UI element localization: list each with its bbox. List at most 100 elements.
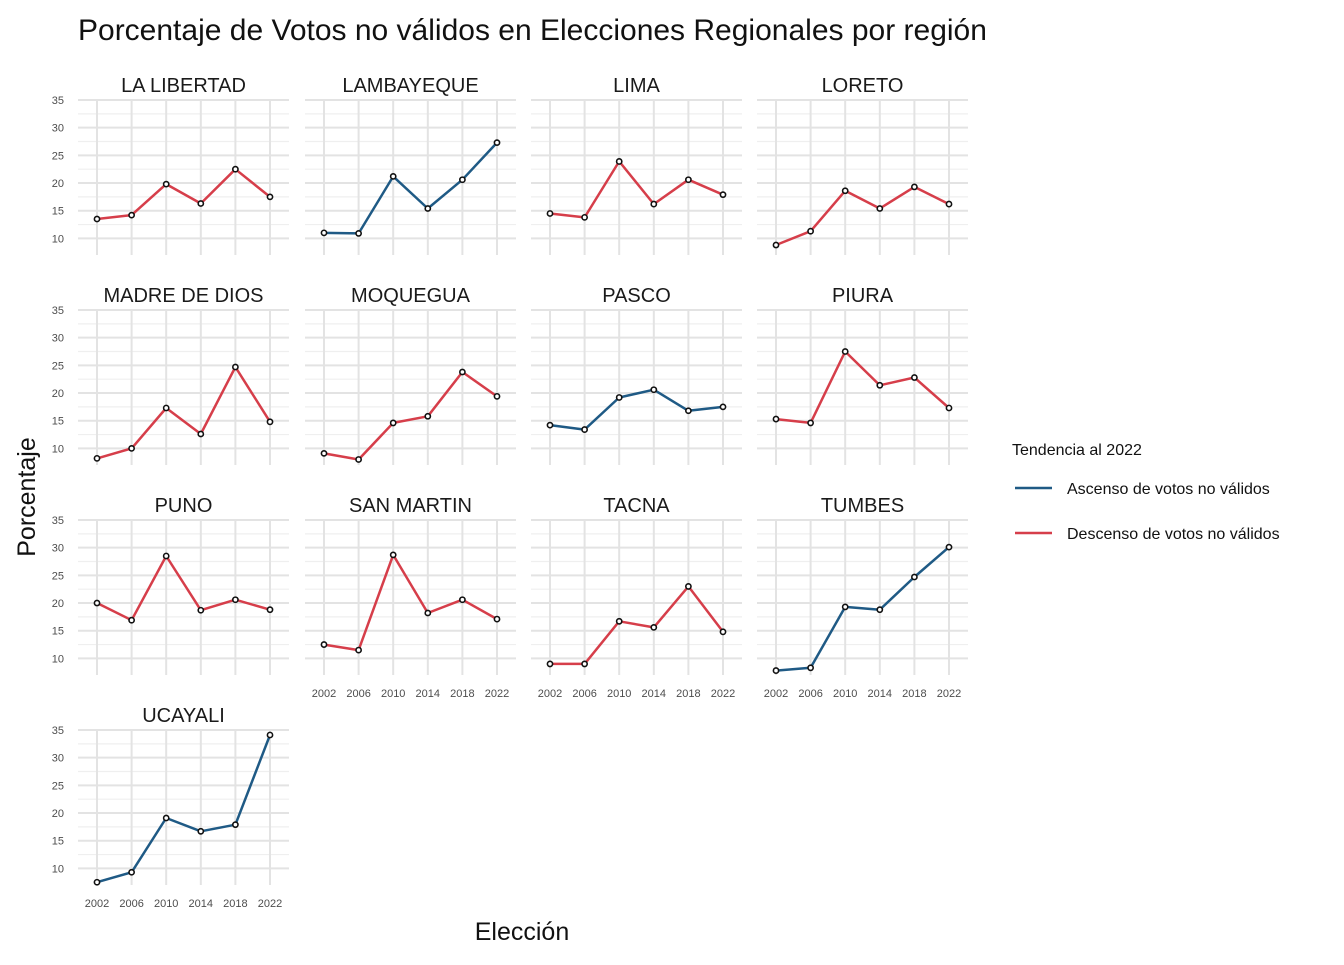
y-tick-label: 15 <box>52 206 64 218</box>
panel-san-martin: SAN MARTIN 2002 2006 2010 2014 2018 2022 <box>305 495 516 700</box>
panel-puno: PUNO 10 15 20 25 30 35 <box>52 495 289 675</box>
x-tick-label: 2006 <box>346 688 370 700</box>
data-point <box>807 419 814 427</box>
data-point <box>876 381 884 389</box>
x-tick-label: 2018 <box>902 688 926 700</box>
series-line-la-libertad <box>96 167 271 221</box>
series-line-moquegua <box>323 370 498 461</box>
x-tick-label: 2022 <box>711 688 735 700</box>
data-point <box>493 615 501 623</box>
data-point <box>841 603 849 611</box>
y-tick-label: 10 <box>52 653 64 665</box>
x-tick-label: 2002 <box>312 688 336 700</box>
y-tick-label: 35 <box>52 305 64 317</box>
y-tick-label: 35 <box>52 515 64 527</box>
data-point <box>128 868 135 876</box>
x-tick-label: 2010 <box>381 688 405 700</box>
panel-title: LORETO <box>822 75 904 97</box>
data-point <box>355 230 362 237</box>
legend-label-descenso: Descenso de votos no válidos <box>1067 526 1280 543</box>
y-tick-label: 30 <box>52 753 64 765</box>
data-point <box>389 551 397 559</box>
y-tick-label: 35 <box>52 725 64 737</box>
x-tick-label: 2014 <box>189 898 213 910</box>
data-point <box>772 241 780 249</box>
legend: Tendencia al 2022 Ascenso de votos no vá… <box>1012 442 1280 543</box>
x-tick-label: 2010 <box>833 688 857 700</box>
data-point <box>581 213 588 221</box>
series-line-tumbes <box>775 546 950 672</box>
data-point <box>650 386 658 394</box>
data-point <box>546 660 554 668</box>
series-line-piura <box>775 350 950 425</box>
data-point <box>719 191 727 199</box>
data-point <box>162 404 170 412</box>
panel-lambayeque: LAMBAYEQUE <box>305 75 516 255</box>
x-tick-label: 2006 <box>119 898 143 910</box>
data-point <box>266 418 274 426</box>
data-point <box>128 444 135 452</box>
data-point <box>876 205 884 212</box>
data-point <box>355 646 362 654</box>
panel-tacna: TACNA 2002 2006 2010 2014 2018 2022 <box>531 495 742 700</box>
y-axis-label: Porcentaje <box>13 437 41 557</box>
data-point <box>841 187 849 195</box>
data-point <box>162 814 170 822</box>
panel-title: MADRE DE DIOS <box>103 285 263 307</box>
data-point <box>266 731 274 739</box>
data-point <box>389 172 397 180</box>
data-point <box>685 176 692 184</box>
y-tick-label: 35 <box>52 95 64 107</box>
y-tick-label: 20 <box>52 808 64 820</box>
x-tick-label: 2002 <box>764 688 788 700</box>
data-point <box>546 210 554 217</box>
data-point <box>807 227 814 235</box>
data-point <box>458 596 466 604</box>
x-axis-label: Elección <box>475 918 570 946</box>
data-point <box>493 392 501 400</box>
series-line-puno <box>96 554 271 622</box>
data-point <box>320 229 328 237</box>
data-point <box>841 348 849 355</box>
data-point <box>162 180 170 188</box>
x-tick-label: 2022 <box>937 688 961 700</box>
data-point <box>650 200 658 208</box>
data-point <box>93 215 101 223</box>
data-point <box>128 211 135 219</box>
series-line-lima <box>549 160 724 219</box>
data-point <box>945 200 953 208</box>
x-tick-label: 2002 <box>85 898 109 910</box>
data-point <box>231 821 239 829</box>
data-point <box>772 415 780 423</box>
panel-madre-de-dios: MADRE DE DIOS 10 15 20 25 30 35 <box>52 285 289 465</box>
panel-title: PIURA <box>832 285 894 307</box>
data-point <box>807 664 814 672</box>
legend-title: Tendencia al 2022 <box>1012 442 1142 459</box>
y-tick-label: 25 <box>52 780 64 792</box>
y-tick-label: 25 <box>52 360 64 372</box>
data-point <box>231 596 239 604</box>
panel-title: MOQUEGUA <box>351 285 471 307</box>
data-point <box>945 543 953 551</box>
y-tick-label: 10 <box>52 863 64 875</box>
series-line-pasco <box>549 388 724 431</box>
data-point <box>93 878 101 886</box>
x-tick-label: 2006 <box>572 688 596 700</box>
data-point <box>424 609 432 617</box>
y-tick-label: 10 <box>52 233 64 245</box>
data-point <box>266 606 274 614</box>
data-point <box>231 363 239 371</box>
data-point <box>266 193 274 201</box>
data-point <box>615 158 623 165</box>
data-point <box>911 374 918 381</box>
x-tick-label: 2002 <box>538 688 562 700</box>
panel-piura: PIURA <box>757 285 968 465</box>
panel-title: LAMBAYEQUE <box>342 75 478 97</box>
data-point <box>458 368 466 376</box>
series-line-tacna <box>550 585 724 666</box>
data-point <box>93 599 101 607</box>
data-point <box>685 583 692 590</box>
x-tick-label: 2018 <box>450 688 474 700</box>
x-tick-label: 2010 <box>154 898 178 910</box>
